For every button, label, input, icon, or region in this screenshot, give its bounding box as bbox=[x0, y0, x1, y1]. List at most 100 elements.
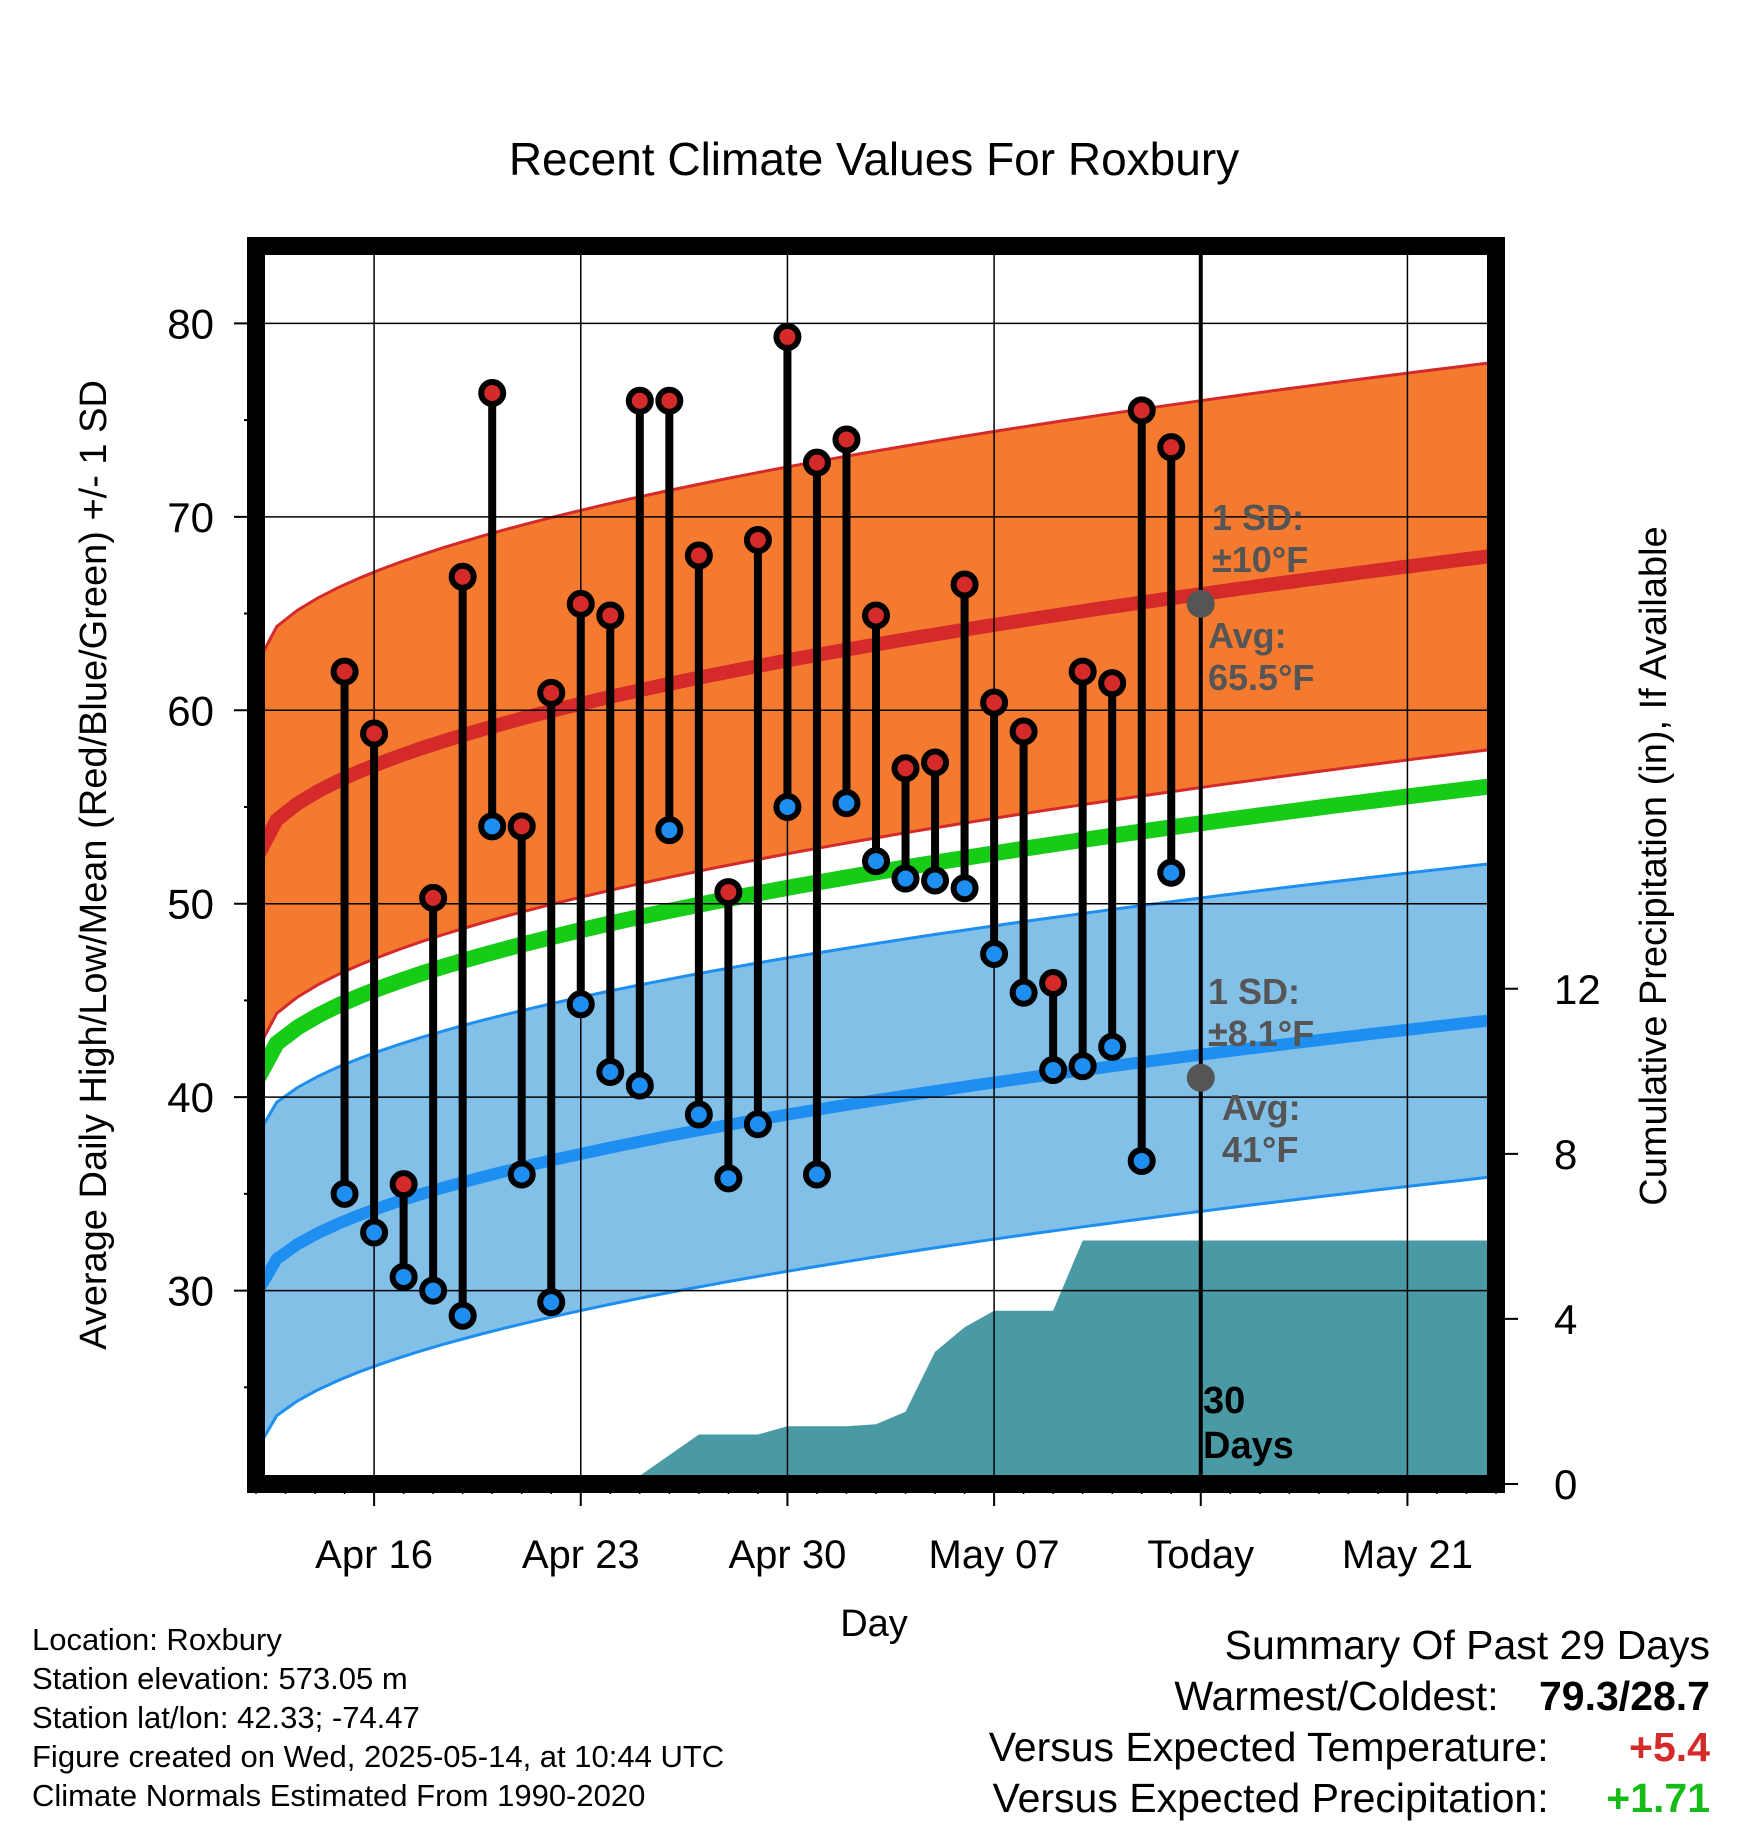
y2-tick-label: 12 bbox=[1554, 966, 1601, 1013]
daily-low-point bbox=[1098, 1032, 1127, 1061]
daily-high-point bbox=[419, 883, 448, 912]
temp-label: Versus Expected Temperature: bbox=[988, 1724, 1549, 1770]
daily-low-point bbox=[360, 1218, 389, 1247]
daily-high-point bbox=[832, 425, 861, 454]
daily-high-point bbox=[655, 386, 684, 415]
y2-tick-label: 8 bbox=[1554, 1131, 1577, 1178]
daily-low-point bbox=[1009, 978, 1038, 1007]
chart-title: Recent Climate Values For Roxbury bbox=[509, 133, 1239, 185]
daily-low-point bbox=[625, 1071, 654, 1100]
precip-value: +1.71 bbox=[1606, 1775, 1710, 1821]
warm-cold-label: Warmest/Coldest: bbox=[1174, 1673, 1499, 1719]
low-sd-lower-line bbox=[256, 1174, 1496, 1452]
y2-tick-label: 4 bbox=[1554, 1296, 1577, 1343]
daily-high-point bbox=[625, 386, 654, 415]
latlon-text: Station lat/lon: 42.33; -74.47 bbox=[32, 1700, 420, 1735]
summary-precip: Versus Expected Precipitation: +1.71 bbox=[989, 1773, 1711, 1824]
daily-high-point bbox=[478, 379, 507, 408]
daily-low-point bbox=[832, 789, 861, 818]
y2-axis-label: Cumulative Precipitation (in), If Availa… bbox=[1633, 526, 1675, 1205]
location-text: Location: Roxbury bbox=[32, 1622, 282, 1657]
daily-high-point bbox=[389, 1170, 418, 1199]
daily-low-point bbox=[921, 866, 950, 895]
daily-high-point bbox=[980, 688, 1009, 717]
x-tick-label: Today bbox=[1147, 1533, 1254, 1577]
daily-high-point bbox=[1098, 669, 1127, 698]
x-tick-label: May 21 bbox=[1342, 1533, 1473, 1577]
daily-low-point bbox=[537, 1288, 566, 1317]
summary-temp: Versus Expected Temperature: +5.4 bbox=[989, 1722, 1710, 1773]
low-sd-annotation: 1 SD: ±8.1°F bbox=[1208, 971, 1314, 1054]
daily-high-point bbox=[684, 541, 713, 570]
today-low-normal-marker bbox=[1186, 1063, 1215, 1092]
daily-low-point bbox=[389, 1263, 418, 1292]
daily-low-point bbox=[507, 1160, 536, 1189]
daily-high-point bbox=[862, 601, 890, 630]
daily-high-point bbox=[802, 448, 831, 477]
daily-high-point bbox=[891, 754, 920, 783]
high-sd-upper-line bbox=[256, 360, 1496, 667]
daily-low-point bbox=[743, 1110, 772, 1139]
daily-high-point bbox=[773, 322, 802, 351]
daily-low-point bbox=[950, 874, 979, 903]
daily-high-point bbox=[1127, 396, 1156, 425]
high-avg-annotation: Avg: 65.5°F bbox=[1208, 615, 1314, 698]
normals-text: Climate Normals Estimated From 1990-2020 bbox=[32, 1778, 646, 1813]
x-tick-label: May 07 bbox=[929, 1533, 1060, 1577]
daily-low-point bbox=[862, 847, 890, 876]
daily-high-point bbox=[714, 878, 743, 907]
daily-high-point bbox=[596, 601, 625, 630]
daily-low-point bbox=[1157, 858, 1186, 887]
daily-low-point bbox=[980, 939, 1009, 968]
daily-low-point bbox=[655, 816, 684, 845]
daily-low-point bbox=[448, 1301, 477, 1330]
daily-low-point bbox=[773, 792, 802, 821]
plot-frame bbox=[247, 237, 1505, 1493]
daily-high-point bbox=[537, 678, 566, 707]
daily-high-point bbox=[1039, 968, 1068, 997]
daily-high-point bbox=[360, 719, 389, 748]
daily-high-point bbox=[448, 562, 477, 591]
warm-cold-value: 79.3/28.7 bbox=[1539, 1673, 1710, 1719]
temp-value: +5.4 bbox=[1629, 1724, 1710, 1770]
y-axis-label: Average Daily High/Low/Mean (Red/Blue/Gr… bbox=[73, 380, 115, 1350]
high-sd-annotation: 1 SD: ±10°F bbox=[1212, 497, 1308, 580]
y2-tick-label: 0 bbox=[1554, 1461, 1577, 1508]
x-tick-label: Apr 16 bbox=[315, 1533, 433, 1577]
daily-low-point bbox=[596, 1057, 625, 1086]
low-avg-annotation: Avg: 41°F bbox=[1222, 1087, 1301, 1170]
elevation-text: Station elevation: 573.05 m bbox=[32, 1661, 408, 1696]
summary-panel: Summary Of Past 29 Days Warmest/Coldest:… bbox=[989, 1620, 1710, 1824]
low-sd-band bbox=[256, 863, 1496, 1452]
daily-high-point bbox=[1157, 433, 1186, 462]
y-tick-label: 50 bbox=[167, 881, 214, 928]
y-tick-label: 40 bbox=[167, 1074, 214, 1121]
today-days-label: 30 Days bbox=[1203, 1380, 1294, 1467]
y-tick-label: 80 bbox=[167, 300, 214, 347]
precip-label: Versus Expected Precipitation: bbox=[992, 1775, 1549, 1821]
summary-warm-cold: Warmest/Coldest: 79.3/28.7 bbox=[989, 1671, 1710, 1722]
summary-heading: Summary Of Past 29 Days bbox=[1224, 1622, 1710, 1668]
daily-low-point bbox=[684, 1100, 713, 1129]
daily-high-point bbox=[566, 589, 595, 618]
station-info: Location: Roxbury Station elevation: 573… bbox=[32, 1620, 724, 1815]
daily-low-point bbox=[478, 812, 507, 841]
daily-low-point bbox=[802, 1160, 831, 1189]
y-tick-label: 70 bbox=[167, 494, 214, 541]
daily-low-point bbox=[714, 1164, 743, 1193]
daily-high-point bbox=[950, 570, 979, 599]
daily-high-point bbox=[1009, 717, 1038, 746]
daily-low-point bbox=[419, 1276, 448, 1305]
daily-high-point bbox=[507, 812, 536, 841]
daily-high-point bbox=[743, 526, 772, 555]
y-tick-label: 30 bbox=[167, 1268, 214, 1315]
daily-low-point bbox=[1039, 1056, 1068, 1085]
x-axis-label: Day bbox=[840, 1603, 908, 1645]
y-tick-label: 60 bbox=[167, 687, 214, 734]
daily-low-point bbox=[330, 1179, 359, 1208]
precip-area bbox=[256, 1240, 1496, 1484]
created-text: Figure created on Wed, 2025-05-14, at 10… bbox=[32, 1739, 725, 1774]
daily-low-point bbox=[1068, 1052, 1097, 1081]
daily-high-point bbox=[921, 748, 950, 777]
